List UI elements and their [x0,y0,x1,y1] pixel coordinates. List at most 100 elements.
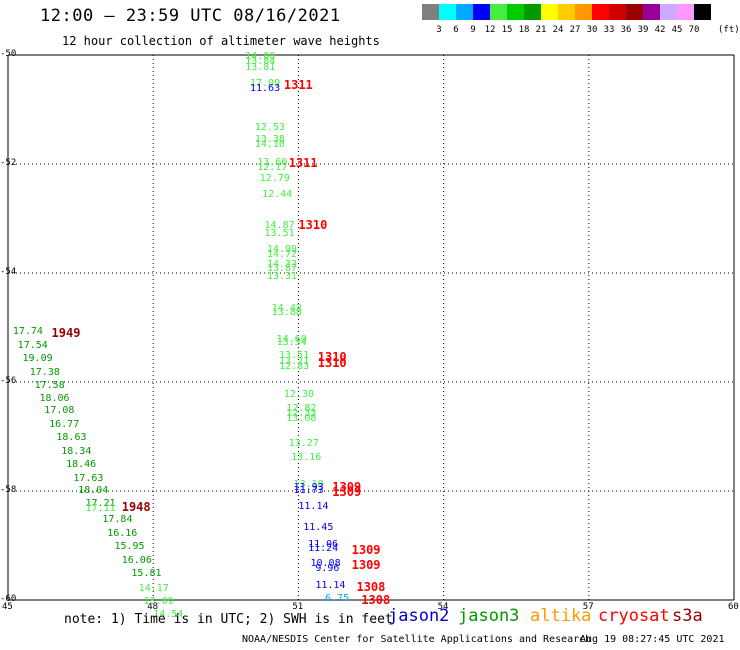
wave-height-label: 13.08 [286,413,317,425]
legend-label: 6 [453,25,459,35]
latitude-tick-label: -52 [0,158,17,168]
wave-height-label: 13.27 [288,437,319,449]
wave-height-label: 11.24 [308,542,339,554]
legend-label: 18 [518,25,530,35]
pass-time-label: 1309 [351,542,381,557]
pass-time-label: 1311 [283,77,313,92]
wave-height-label: 16.06 [121,554,152,566]
wave-height-label: 13.51 [264,227,295,239]
satellite-legend-s3a: s3a [672,606,703,626]
wave-height-label: 13.88 [271,306,302,318]
wave-height-label: 11.06 [308,538,339,550]
legend-label: 30 [586,25,598,35]
legend-swatch [643,4,660,20]
satellite-legend-altika: altika [530,606,592,626]
wave-height-label: 14.42 [271,302,302,314]
generated-timestamp: Aug 19 08:27:45 UTC 2021 [580,634,725,645]
wave-height-label: 14.87 [264,219,295,231]
legend-label: 33 [603,25,615,35]
wave-height-label: 12.33 [286,407,317,419]
satellite-legend-cryosat: cryosat [598,606,670,626]
wave-height-label: 14.33 [266,259,298,271]
wave-height-label: 12.53 [254,121,285,133]
wave-height-label: 17.08 [44,404,75,416]
wave-height-label: 18.04 [78,485,109,497]
latitude-tick-label: -58 [0,485,17,495]
wave-height-label: 11.63 [250,83,281,95]
credit-text: NOAA/NESDIS Center for Satellite Applica… [242,634,592,645]
latitude-tick-label: -54 [0,267,17,277]
legend-swatch [677,4,694,20]
legend-label: 12 [484,25,496,35]
pass-time-label: 1310 [317,355,347,370]
legend-label: 70 [688,25,700,35]
latitude-tick-label: -56 [0,376,17,386]
wave-height-label: 13.16 [291,452,322,464]
wave-height-label: 17.63 [73,473,104,485]
legend-unit: (ft) [718,25,740,35]
wave-height-label: 6.75 [325,593,350,604]
latitude-tick-label: -60 [0,594,17,604]
legend-swatch [524,4,541,20]
wave-height-label: 9.96 [315,563,340,575]
wave-height-label: 14.10 [254,139,285,150]
wave-height-label: 16.77 [49,418,80,430]
wave-height-label: 12.79 [259,173,290,185]
legend-label: 3 [436,25,442,35]
wave-height-label: 18.46 [66,459,97,471]
wave-height-label: 17.11 [85,503,116,515]
wave-height-label: 13.81 [245,61,276,73]
legend-label: 42 [654,25,666,35]
latitude-tick-label: -50 [0,49,17,59]
legend-label: 45 [671,25,683,35]
wave-height-label: 12.82 [286,403,317,415]
wave-height-label: 13.38 [254,133,285,145]
map-title: 12:00 — 23:59 UTC 08/16/2021 [40,6,341,26]
wave-height-label: 13.54 [276,336,307,348]
wave-height-label: 17.09 [250,77,281,89]
wave-height-label: 19.09 [22,353,53,365]
wave-height-label: 13.09 [143,595,174,607]
wave-height-label: 11.45 [303,522,334,534]
wave-height-label: 10.08 [310,557,341,569]
wave-height-label: 14.99 [266,244,298,256]
pass-time-label: 1309 [332,485,362,500]
legend-label: 27 [569,25,581,35]
longitude-tick-label: 48 [147,602,159,612]
legend-label: 39 [637,25,649,35]
longitude-tick-label: 54 [437,602,449,612]
wave-height-label: 11.73 [293,485,324,497]
wave-height-label: 17.58 [34,380,65,392]
legend-swatch [626,4,643,20]
pass-time-label: 1308 [361,593,391,607]
wave-height-label: 14.17 [138,583,169,595]
wave-height-label: 17.38 [29,366,60,378]
units-note: note: 1) Time is in UTC; 2) SWH is in fe… [64,612,393,627]
pass-time-label: 1310 [317,350,347,365]
wave-height-label: 14.72 [266,248,298,260]
legend-swatch [575,4,592,20]
legend-swatch [422,4,439,20]
wave-height-label: 12.30 [283,388,314,400]
legend-swatch [694,4,711,20]
wave-height-label: 11.14 [298,501,329,513]
legend-swatch [558,4,575,20]
wave-height-label: 13.51 [279,350,310,362]
wave-height-label: 13.10 [293,478,324,490]
satellite-legend-jason2: jason2 [388,606,450,626]
map-frame [7,54,735,601]
wave-height-label: 14.54 [153,609,184,621]
pass-time-label: 1310 [298,218,328,233]
wave-height-label: 12.17 [257,162,288,174]
legend-swatch [541,4,558,20]
wave-height-label: 17.74 [12,325,43,337]
legend-swatch [439,4,456,20]
pass-time-label: 1308 [356,580,386,595]
wave-height-label: 12.44 [262,188,293,200]
legend-swatch [592,4,609,20]
wave-height-label: 13.84 [245,56,276,68]
wave-height-label: 15.95 [114,541,145,553]
map-plot: 45 48 51 54 57 60 -50 -52 -54 -56 -58 -60 14.00 13.84… [0,49,739,620]
wave-height-label: 11.93 [293,482,324,494]
legend-label: 36 [620,25,632,35]
